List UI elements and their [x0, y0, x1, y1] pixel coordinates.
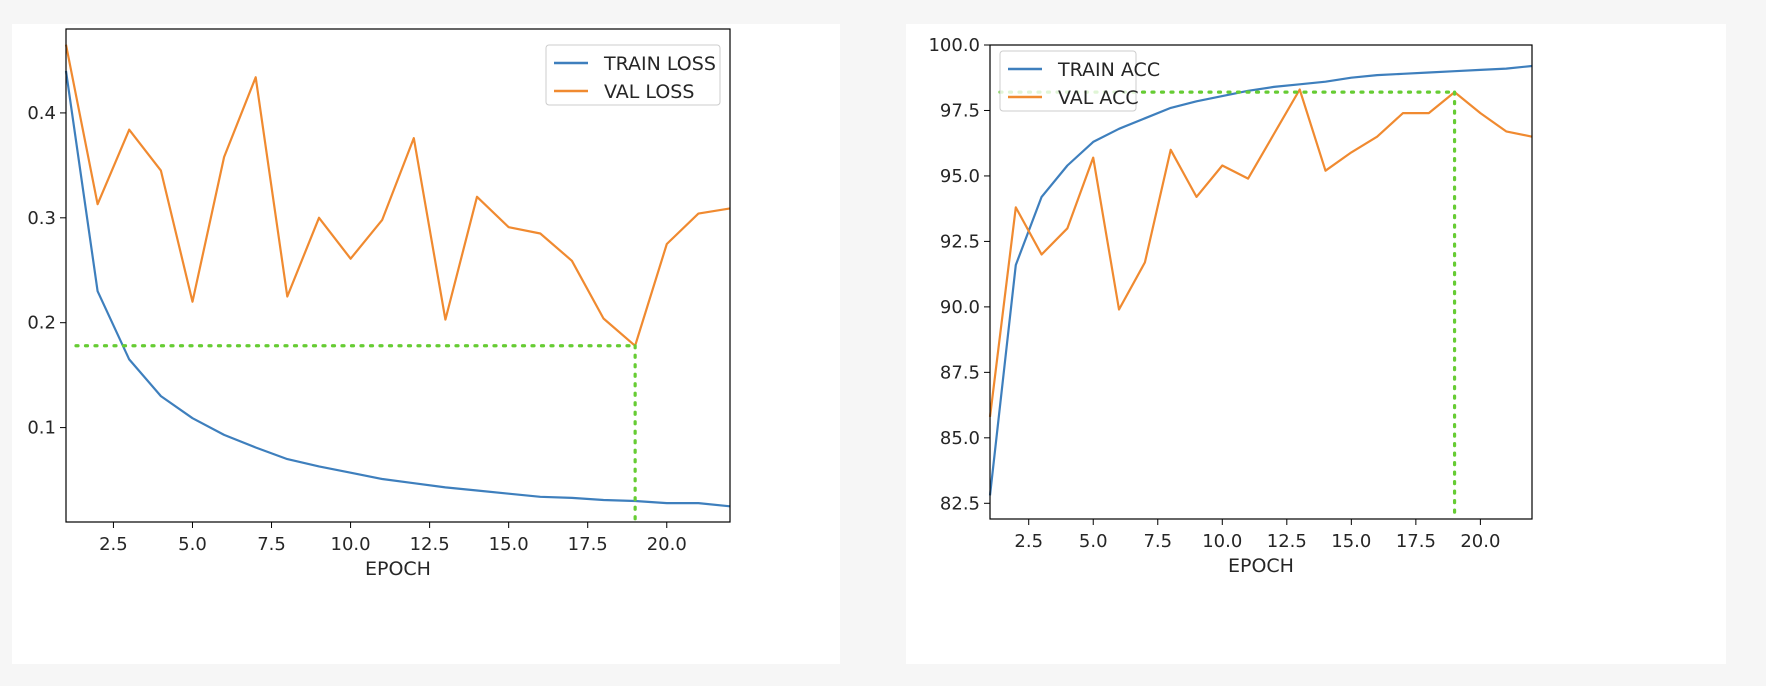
series-line-val-loss — [64, 44, 731, 347]
series-line-train-acc — [988, 64, 1533, 496]
x-tick-label: 15.0 — [489, 534, 529, 555]
y-tick-label: 92.5 — [940, 231, 980, 252]
x-tick-label: 10.0 — [1202, 531, 1242, 552]
x-tick-label: 12.5 — [410, 534, 450, 555]
x-tick-label: 5.0 — [1079, 531, 1108, 552]
legend-label: TRAIN LOSS — [603, 53, 716, 75]
x-tick-label: 2.5 — [99, 534, 128, 555]
y-tick-label: 95.0 — [940, 166, 980, 187]
x-tick-label: 20.0 — [1460, 531, 1500, 552]
legend-label: VAL LOSS — [604, 81, 694, 103]
plot-frame — [989, 44, 1533, 520]
y-tick-label: 0.2 — [27, 313, 56, 334]
x-tick-label: 12.5 — [1267, 531, 1307, 552]
series-line-train-loss — [64, 70, 731, 508]
legend-label: VAL ACC — [1058, 87, 1139, 109]
y-tick-label: 87.5 — [940, 362, 980, 383]
y-tick-label: 0.1 — [27, 418, 56, 439]
loss-chart-panel: 2.5 5.0 7.5 10.0 12.5 15.0 17.5 20.0 0.1 0.2 0.3 0.… — [12, 24, 840, 664]
x-tick-label: 17.5 — [1396, 531, 1436, 552]
y-tick-label: 97.5 — [940, 100, 980, 121]
y-tick-label: 0.3 — [27, 208, 56, 229]
x-tick-label: 15.0 — [1331, 531, 1371, 552]
x-tick-label: 10.0 — [331, 534, 371, 555]
x-tick-label: 5.0 — [178, 534, 207, 555]
plot-frame — [65, 28, 731, 523]
x-tick-label: 20.0 — [647, 534, 687, 555]
x-axis-label: EPOCH — [365, 558, 431, 580]
accuracy-chart: 2.5 5.0 7.5 10.0 12.5 15.0 17.5 20.0 82.5 85.0 87.… — [928, 35, 1533, 577]
y-tick-label: 0.4 — [27, 103, 56, 124]
x-tick-label: 7.5 — [257, 534, 286, 555]
accuracy-chart-panel: 2.5 5.0 7.5 10.0 12.5 15.0 17.5 20.0 82.5 85.0 87.… — [906, 24, 1726, 664]
legend-label: TRAIN ACC — [1057, 59, 1160, 81]
legend-box — [545, 44, 721, 106]
y-tick-label: 90.0 — [940, 297, 980, 318]
loss-chart: 2.5 5.0 7.5 10.0 12.5 15.0 17.5 20.0 0.1 0.2 0.3 0.… — [27, 28, 731, 580]
x-tick-label: 17.5 — [568, 534, 608, 555]
x-tick-label: 2.5 — [1014, 531, 1043, 552]
y-tick-label: 100.0 — [928, 35, 980, 56]
y-tick-label: 85.0 — [940, 428, 980, 449]
x-tick-label: 7.5 — [1143, 531, 1172, 552]
series-line-val-acc — [988, 88, 1533, 418]
y-tick-label: 82.5 — [940, 493, 980, 514]
x-axis-label: EPOCH — [1228, 555, 1294, 577]
